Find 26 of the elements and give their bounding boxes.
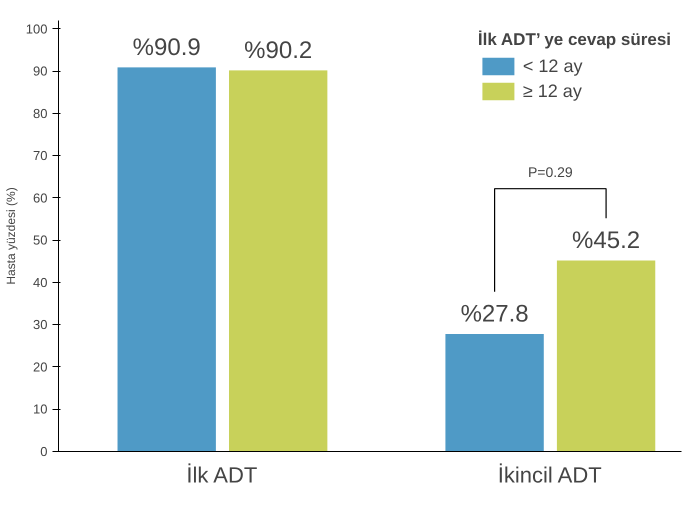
data-label: %90.2: [244, 37, 312, 64]
legend-label: < 12 ay: [522, 56, 582, 76]
data-label: %45.2: [572, 227, 640, 254]
bar: [556, 260, 656, 452]
x-tick-label: İlk ADT: [186, 462, 258, 488]
data-label: %90.9: [132, 34, 201, 62]
y-tick-label: 70: [33, 148, 48, 164]
y-tick-label: 60: [33, 190, 48, 206]
y-tick-label: 100: [26, 21, 48, 36]
bar: [445, 334, 544, 452]
y-tick-label: 0: [40, 444, 48, 459]
bar: [229, 70, 328, 452]
y-tick-label: 30: [33, 317, 48, 332]
legend-title: İlk ADT’ ye cevap süresi: [478, 30, 671, 50]
y-tick-label: 10: [33, 402, 48, 417]
legend-label: ≥ 12 ay: [522, 80, 582, 102]
y-tick-label: 50: [33, 232, 48, 248]
y-tick-label: 40: [33, 274, 48, 290]
bar: [118, 67, 216, 452]
y-tick-label: 20: [33, 359, 48, 374]
y-tick-label: 90: [33, 64, 48, 79]
x-tick-label: İkincil ADT: [498, 462, 602, 488]
y-tick-label: 80: [33, 106, 48, 121]
y-axis-title: Hasta yüzdesi (%): [4, 187, 18, 285]
data-label: %27.8: [460, 300, 529, 328]
annotation: P=0.29: [528, 164, 573, 180]
